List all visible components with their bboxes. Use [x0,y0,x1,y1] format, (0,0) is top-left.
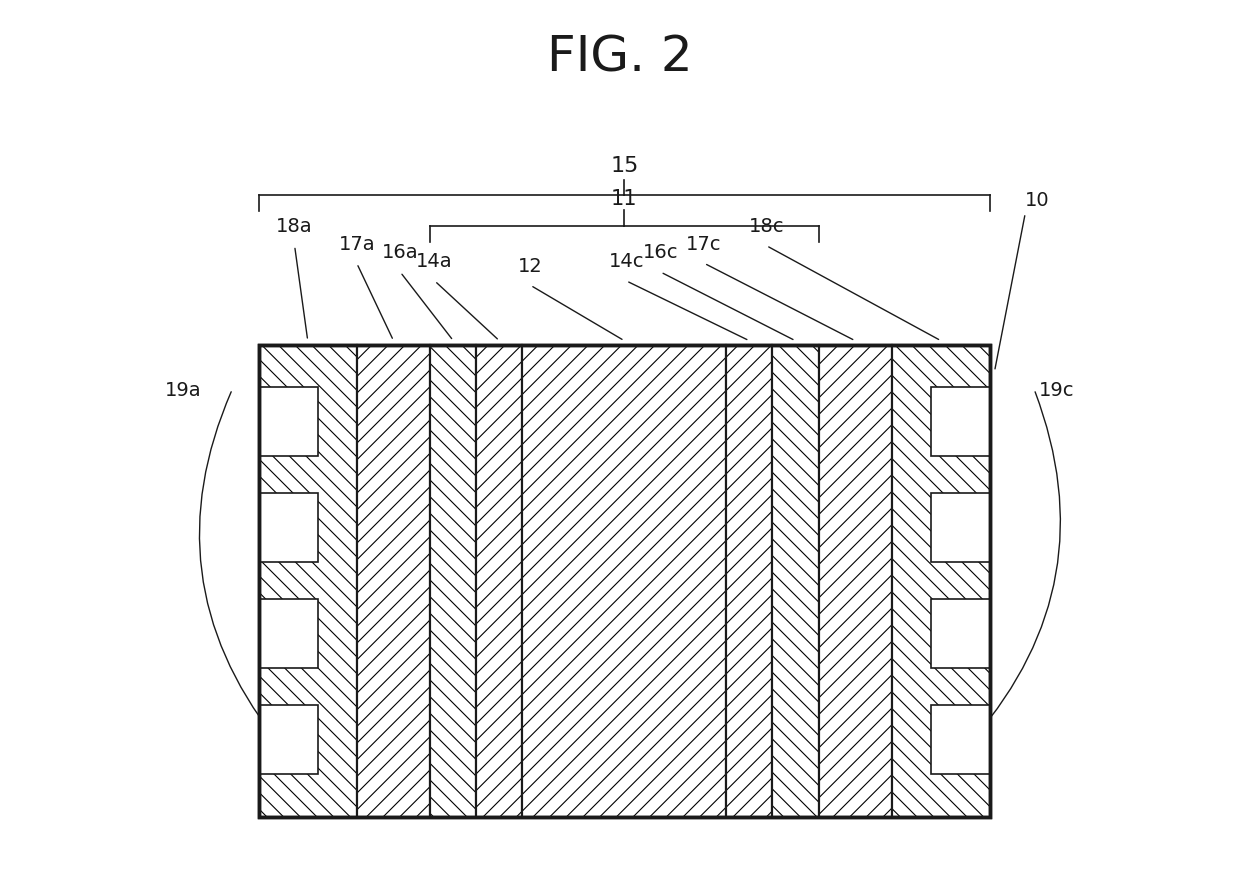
Text: 17c: 17c [687,234,722,253]
Bar [259,346,357,816]
Bar [892,346,990,816]
Bar [259,346,990,816]
Bar [357,346,430,816]
Text: 16c: 16c [642,243,678,262]
Bar [430,346,476,816]
Bar [931,388,990,457]
Text: 17a: 17a [339,234,374,253]
Bar [727,346,773,816]
Bar [259,705,317,774]
FancyBboxPatch shape [259,346,990,816]
Text: 10: 10 [1025,191,1050,210]
Bar [259,388,317,457]
Bar [476,346,522,816]
Text: 18c: 18c [749,216,784,236]
Text: 14c: 14c [609,252,644,271]
Bar [931,705,990,774]
Text: 18a: 18a [277,216,312,236]
Text: 19a: 19a [165,380,201,400]
Bar [818,346,892,816]
Text: 15: 15 [610,156,639,176]
Text: 12: 12 [518,257,543,275]
Bar [931,600,990,669]
Text: FIG. 2: FIG. 2 [547,33,693,81]
Text: 14a: 14a [417,252,453,271]
Text: 19c: 19c [1039,380,1074,400]
Bar [522,346,727,816]
Bar [259,346,990,816]
Text: 11: 11 [611,189,637,208]
Bar [259,600,317,669]
Bar [931,493,990,562]
Text: 16a: 16a [382,243,419,262]
Bar [259,493,317,562]
Bar [773,346,818,816]
